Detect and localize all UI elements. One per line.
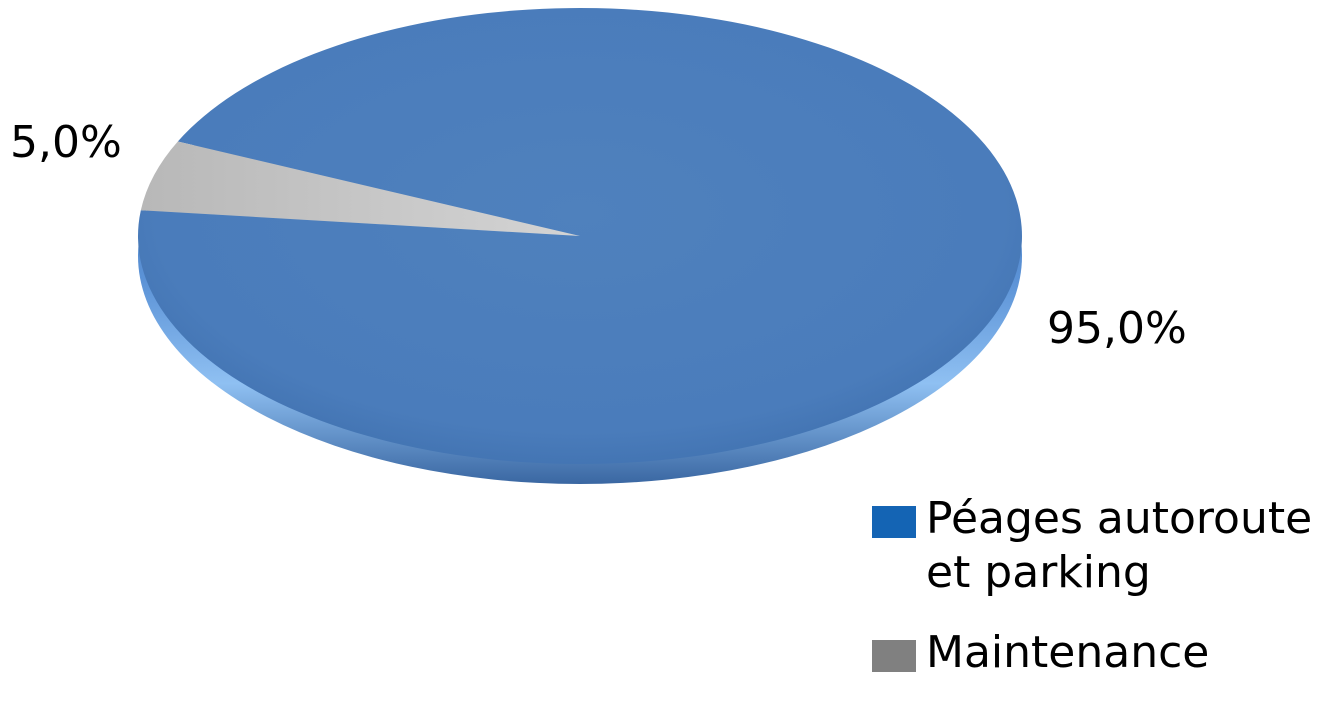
legend-label-maintenance: Maintenance: [926, 627, 1210, 678]
legend-swatch-peages: [872, 506, 916, 538]
pie-slice-peages: [137, 8, 1022, 465]
legend-label-peages: Péages autoroute et parking: [926, 493, 1313, 598]
data-label-peages: 95,0%: [1047, 303, 1187, 354]
data-label-maintenance: 5,0%: [10, 117, 122, 168]
pie-chart: 5,0% 95,0% Péages autoroute et parking M…: [10, 8, 1312, 678]
pie-slice-maintenance: [140, 141, 580, 236]
legend-swatch-maintenance: [872, 640, 916, 672]
legend-entry-maintenance: Maintenance: [872, 626, 1332, 680]
legend-entry-peages: Péages autoroute et parking: [872, 492, 1332, 600]
pie-svg: [137, 8, 1022, 484]
legend: Péages autoroute et parking Maintenance: [872, 492, 1332, 706]
